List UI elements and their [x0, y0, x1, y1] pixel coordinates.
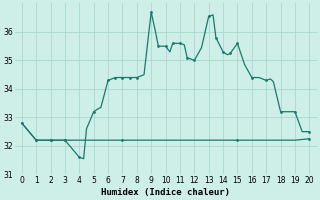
X-axis label: Humidex (Indice chaleur): Humidex (Indice chaleur) [101, 188, 230, 197]
